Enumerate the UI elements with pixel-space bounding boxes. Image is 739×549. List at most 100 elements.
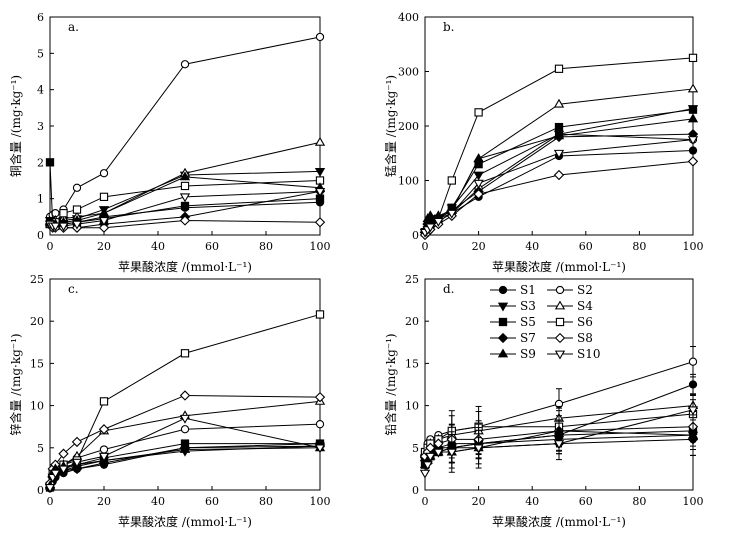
data-point (180, 201, 190, 211)
x-tick-label: 60 (579, 240, 593, 253)
data-point (688, 146, 698, 155)
data-point (180, 181, 190, 191)
data-point (419, 469, 431, 479)
data-point (71, 220, 83, 230)
y-tick-label: 5 (37, 442, 44, 455)
data-point (473, 179, 484, 189)
chart-panel-2: 0 100 200 300 400 0 20 40 60 80 100 b. 苹果酸浓度 /(mmol·… (383, 11, 704, 274)
data-point (553, 169, 565, 181)
data-point (179, 443, 191, 453)
data-point (425, 223, 436, 233)
data-point (314, 136, 326, 146)
legend-label: S8 (577, 331, 593, 345)
y-tick-label: 0 (37, 484, 44, 497)
data-point (72, 183, 82, 192)
legend-marker (498, 317, 508, 327)
data-point (687, 136, 699, 146)
legend-item-S3: S3 (490, 299, 536, 313)
legend: S1 S2 S3 S4 S5 S6 S7 S8 S9 S10 (490, 283, 601, 361)
data-point (447, 176, 456, 185)
x-tick-label: 40 (151, 240, 165, 253)
data-point (59, 209, 68, 218)
data-point (553, 440, 565, 450)
legend-marker (554, 350, 566, 360)
data-point (72, 205, 82, 214)
data-point (687, 429, 699, 439)
data-point (553, 149, 565, 159)
data-point (180, 349, 190, 358)
data-point (180, 425, 190, 434)
y-tick-label: 100 (398, 175, 419, 188)
legend-marker (497, 348, 509, 358)
x-tick-label: 80 (259, 240, 273, 253)
x-tick-label: 20 (97, 240, 111, 253)
x-tick-label: 20 (472, 240, 486, 253)
plot-frame (49, 278, 321, 491)
series-S10 (419, 399, 699, 479)
y-tick-label: 3 (37, 120, 44, 133)
data-point (425, 452, 436, 462)
x-axis-label: 苹果酸浓度 /(mmol·L⁻¹) (492, 514, 626, 529)
x-tick-label: 40 (151, 495, 165, 508)
y-tick-label: 25 (405, 273, 419, 286)
data-point (99, 445, 109, 454)
legend-marker (554, 332, 566, 344)
data-point (554, 122, 564, 132)
series-S10 (419, 136, 699, 238)
x-tick-label: 100 (310, 240, 331, 253)
chart-panel-4: 0 5 10 15 20 25 0 20 40 60 80 100 d. 苹果酸浓度 /(mmol·L⁻¹… (383, 273, 704, 529)
data-point (98, 222, 110, 233)
series-S1 (420, 146, 698, 237)
y-tick-label: 6 (37, 11, 44, 24)
data-point (99, 192, 109, 201)
series-line (424, 57, 694, 233)
legend-label: S6 (577, 315, 593, 329)
legend-item-S5: S5 (490, 315, 536, 329)
y-tick-label: 25 (30, 273, 44, 286)
x-tick-label: 0 (47, 240, 54, 253)
data-point (688, 53, 698, 63)
series-S8 (44, 215, 326, 233)
data-point (314, 391, 326, 403)
data-point (687, 156, 699, 167)
y-tick-label: 400 (398, 11, 419, 24)
data-point (179, 193, 191, 203)
data-point (179, 171, 191, 181)
y-axis-label: 锌含量 /(mg·kg⁻¹) (8, 333, 23, 435)
legend-item-S1: S1 (490, 283, 536, 297)
data-point (98, 207, 110, 217)
y-tick-label: 0 (37, 229, 44, 242)
data-point (180, 60, 190, 69)
data-point (179, 390, 191, 401)
data-point (446, 209, 457, 219)
data-point (553, 130, 565, 140)
data-point (687, 113, 699, 123)
legend-marker (555, 285, 565, 295)
y-tick-label: 2 (37, 156, 44, 169)
y-tick-label: 200 (398, 120, 419, 133)
data-point (315, 310, 325, 319)
data-point (45, 158, 55, 167)
panel-label: a. (68, 20, 79, 34)
legend-label: S9 (520, 347, 536, 361)
data-point (687, 406, 699, 416)
panel-label: c. (68, 282, 79, 296)
data-point (474, 108, 483, 117)
y-axis-label: 铅含量 /(mg·kg⁻¹) (383, 333, 398, 435)
data-point (50, 222, 61, 232)
data-point (58, 465, 69, 475)
data-point (315, 32, 325, 42)
data-point (71, 436, 83, 448)
x-tick-label: 40 (525, 495, 539, 508)
data-point (314, 167, 326, 177)
x-tick-label: 0 (422, 240, 429, 253)
x-tick-label: 80 (632, 495, 646, 508)
data-point (58, 448, 69, 459)
x-tick-label: 100 (683, 495, 704, 508)
chart-panel-3: 0 5 10 15 20 25 0 20 40 60 80 100 c. 苹果酸浓度 /(mmol·L⁻¹… (8, 273, 331, 529)
x-tick-label: 100 (310, 495, 331, 508)
data-point (433, 217, 444, 227)
legend-marker (554, 300, 566, 310)
